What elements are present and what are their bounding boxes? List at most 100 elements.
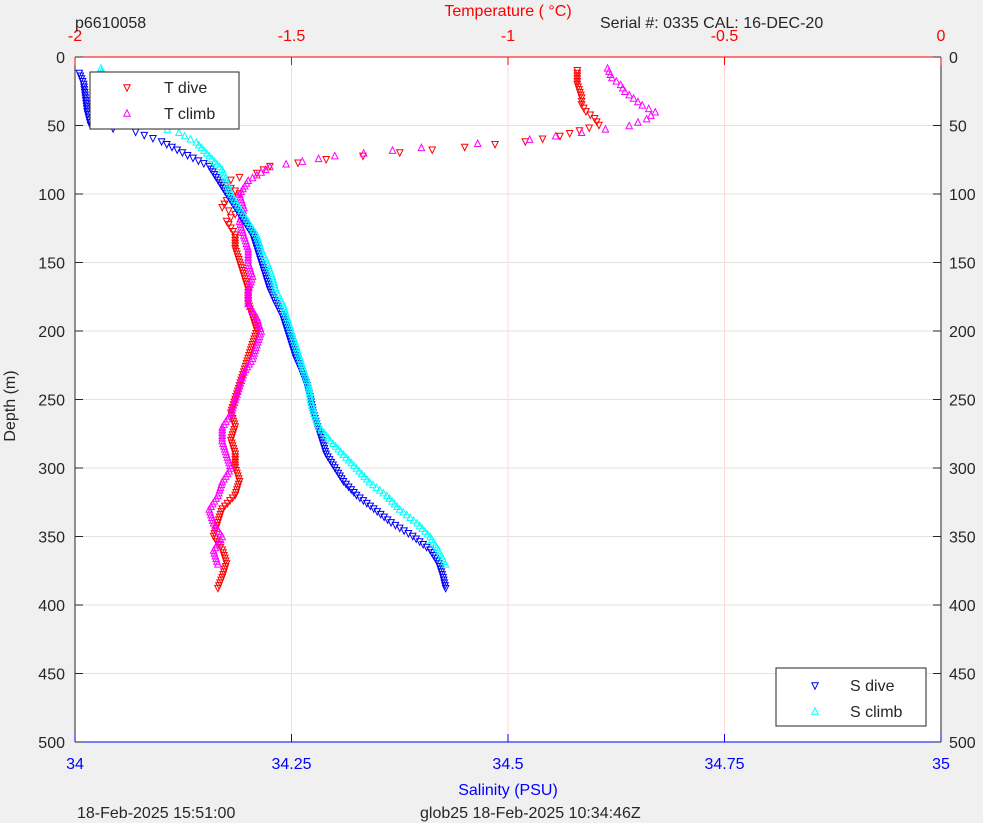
data-point	[415, 521, 424, 530]
temperature-legend: T dive T climb	[89, 71, 240, 130]
data-point	[265, 162, 274, 171]
footer-timestamp: 18-Feb-2025 15:51:00	[77, 805, 235, 822]
data-point	[418, 523, 427, 532]
data-point	[355, 466, 364, 475]
legend-t-climb-label: T climb	[164, 106, 215, 123]
data-point	[385, 493, 394, 502]
data-point	[199, 160, 208, 169]
x2-tick-label: -2	[68, 28, 82, 45]
tick-marks	[74, 56, 942, 743]
data-point	[336, 447, 345, 456]
data-point	[210, 156, 219, 165]
data-point	[192, 137, 201, 146]
data-point	[282, 159, 291, 168]
data-point	[308, 403, 317, 412]
data-point	[379, 488, 388, 497]
data-point	[269, 274, 278, 283]
y-tick-label-left: 400	[38, 598, 65, 615]
y-tick-label-right: 150	[949, 256, 976, 273]
data-point	[585, 124, 594, 133]
data-point	[213, 559, 222, 568]
data-point	[347, 458, 356, 467]
data-point	[226, 176, 235, 185]
legend-marker	[810, 706, 820, 715]
data-point	[197, 143, 206, 152]
data-point	[307, 400, 316, 409]
data-point	[331, 441, 340, 450]
data-point	[173, 146, 182, 155]
data-point	[244, 296, 253, 305]
data-point	[329, 439, 338, 448]
legend-t-dive-marker	[122, 84, 132, 93]
data-point	[491, 140, 500, 149]
data-point	[188, 154, 198, 163]
legend-s-dive-label: S dive	[850, 678, 895, 695]
data-point	[344, 455, 353, 464]
data-point	[428, 146, 437, 155]
data-point	[638, 100, 647, 109]
data-point	[551, 131, 560, 140]
serial-calibration: Serial #: 0335 CAL: 16-DEC-20	[600, 15, 823, 32]
data-point	[406, 513, 415, 522]
data-point	[399, 507, 408, 516]
data-point	[269, 277, 278, 286]
data-point	[372, 482, 381, 491]
y-tick-label-left: 350	[38, 530, 65, 547]
y-tick-label-left: 500	[38, 735, 65, 752]
data-point	[194, 140, 203, 149]
salinity-legend-box	[775, 667, 927, 727]
data-points	[75, 63, 660, 593]
data-point	[307, 397, 316, 406]
y-tick-label-right: 450	[949, 667, 976, 684]
data-point	[207, 154, 216, 163]
data-point	[393, 502, 402, 511]
data-point	[646, 110, 655, 119]
data-point	[339, 449, 348, 458]
data-point	[362, 474, 371, 483]
data-point	[625, 90, 634, 99]
legend-t-climb-marker	[122, 108, 132, 117]
x-tick-label: 34.25	[271, 756, 311, 773]
data-point	[215, 162, 224, 171]
data-point	[382, 491, 391, 500]
temperature-legend-box	[89, 71, 240, 130]
data-point	[388, 145, 397, 154]
salinity-legend: S dive S climb	[775, 667, 927, 727]
y-tick-label-right: 300	[949, 461, 976, 478]
data-point	[306, 395, 315, 404]
y-tick-label-right: 500	[949, 735, 976, 752]
data-point	[334, 444, 343, 453]
data-point	[360, 471, 369, 480]
y-tick-label-left: 50	[47, 119, 65, 136]
data-point	[607, 73, 616, 82]
data-point	[357, 469, 366, 478]
x2-tick-label: -1.5	[278, 28, 306, 45]
data-point	[309, 406, 318, 415]
data-point	[157, 138, 166, 147]
x-tick-label: 35	[932, 756, 950, 773]
series-t-climb	[205, 63, 660, 568]
data-point	[409, 515, 418, 524]
data-point	[322, 156, 331, 165]
y-tick-label-left: 250	[38, 393, 65, 410]
data-point	[306, 392, 315, 401]
legend-t-dive-label: T dive	[164, 80, 207, 97]
data-point	[167, 143, 177, 152]
legend-s-climb-label: S climb	[850, 704, 903, 721]
data-point	[174, 128, 183, 137]
data-point	[417, 143, 426, 152]
data-point	[148, 135, 157, 144]
y-tick-label-right: 50	[949, 119, 967, 136]
x-tick-label: 34.5	[492, 756, 523, 773]
data-point	[224, 207, 233, 216]
data-point	[387, 496, 396, 505]
data-point	[271, 282, 280, 291]
data-point	[375, 485, 384, 494]
data-point	[441, 584, 450, 593]
data-point	[205, 151, 214, 160]
data-point	[213, 584, 222, 593]
data-point	[268, 271, 277, 280]
y-tick-label-left: 150	[38, 256, 65, 273]
